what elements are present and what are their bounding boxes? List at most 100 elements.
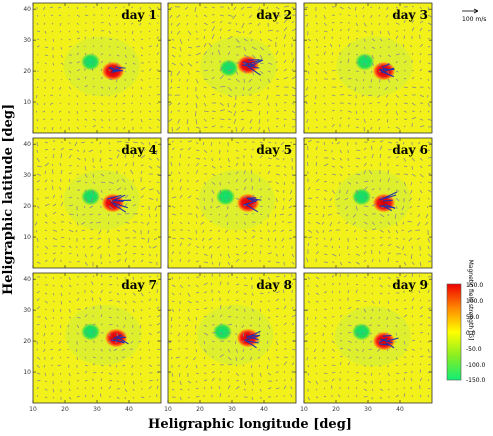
flow-vector: [123, 172, 126, 175]
flow-vector: [171, 380, 175, 383]
flow-vector: [417, 221, 421, 227]
flow-vector: [419, 118, 424, 121]
y-tick-label: 20: [23, 203, 31, 210]
flow-vector: [140, 276, 142, 279]
flow-vector: [146, 221, 150, 226]
flow-vector: [187, 195, 192, 199]
flow-vector: [315, 221, 321, 225]
flow-vector: [259, 213, 263, 215]
flow-vector: [76, 297, 80, 302]
flow-vector: [331, 307, 334, 310]
flow-vector: [211, 86, 217, 89]
flow-vector: [51, 324, 54, 327]
flow-vector: [315, 276, 320, 280]
flow-vector: [100, 37, 103, 40]
flow-vector: [427, 289, 430, 294]
flow-vector: [307, 38, 311, 42]
flow-vector: [305, 110, 309, 114]
flow-vector: [281, 237, 285, 242]
flow-vector: [370, 22, 373, 25]
flow-vector: [347, 315, 352, 318]
flow-vector: [219, 281, 222, 286]
flow-vector: [44, 38, 47, 41]
flow-vector: [210, 205, 213, 209]
flow-vector: [307, 292, 310, 296]
flow-vector: [156, 306, 160, 310]
flow-vector: [427, 205, 429, 209]
flow-vector: [36, 356, 41, 360]
flow-vector: [315, 178, 320, 183]
flow-vector: [168, 348, 173, 351]
flow-vector: [275, 125, 279, 128]
panel-axes: [303, 138, 432, 268]
flow-vector: [250, 276, 253, 281]
flow-vector: [178, 308, 181, 312]
flow-vector: [36, 253, 39, 256]
flow-vector: [395, 94, 400, 98]
flow-vector: [92, 124, 96, 128]
flow-vector: [411, 76, 415, 80]
flow-vector: [203, 165, 207, 167]
flow-vector: [306, 356, 309, 361]
flow-vector: [410, 386, 413, 390]
flow-vector: [407, 229, 413, 233]
flow-vector: [171, 140, 174, 143]
flow-vector: [275, 68, 278, 72]
flow-vector: [187, 221, 190, 225]
flow-vector: [315, 237, 318, 240]
flow-vector: [179, 154, 181, 159]
flow-vector: [378, 356, 381, 360]
flow-vector: [227, 395, 231, 398]
flow-vector: [108, 291, 112, 294]
flow-vector: [402, 141, 405, 145]
flow-vector: [36, 372, 41, 375]
flow-vector: [124, 308, 127, 311]
flow-vector: [108, 14, 111, 17]
y-tick-label: 20: [23, 338, 31, 345]
strong-flow-vector: [242, 64, 260, 69]
flow-vector: [203, 315, 207, 318]
flow-vector: [171, 308, 175, 313]
flow-vector: [68, 204, 74, 207]
flow-vector: [379, 54, 382, 58]
flow-vector: [36, 14, 39, 17]
panel-title: day 7: [121, 278, 157, 292]
flow-vector: [76, 221, 79, 226]
flow-vector: [395, 197, 400, 202]
flow-vector: [291, 58, 295, 64]
flow-vector: [76, 14, 80, 17]
flow-vector: [258, 348, 261, 352]
flow-vector: [249, 30, 253, 35]
flow-vector: [76, 316, 81, 319]
flow-vector: [267, 276, 271, 280]
flow-vector: [195, 162, 199, 167]
flow-vector: [377, 324, 381, 327]
flow-vector: [419, 157, 423, 161]
flow-vector: [347, 110, 352, 113]
flow-vector: [74, 141, 78, 147]
flow-vector: [395, 86, 397, 90]
flow-vector: [395, 102, 398, 106]
flow-vector: [84, 30, 87, 32]
flow-vector: [304, 94, 309, 98]
flow-vector: [241, 324, 245, 328]
flow-vector: [361, 94, 365, 97]
flow-vector: [187, 147, 191, 151]
strong-flow-vector: [246, 340, 259, 344]
flow-vector: [386, 110, 389, 114]
flow-vector: [227, 181, 230, 184]
flow-vector: [363, 396, 368, 398]
flow-vector: [379, 145, 383, 151]
flow-vector: [60, 147, 65, 151]
flow-vector: [304, 14, 309, 17]
flow-vector: [211, 261, 214, 265]
flow-vector: [81, 221, 86, 225]
flow-vector: [36, 173, 41, 176]
flow-vector: [411, 315, 414, 318]
flow-vector: [235, 22, 238, 26]
flow-vector: [331, 69, 336, 72]
flow-vector: [378, 308, 381, 312]
strong-flow-vector: [108, 66, 116, 72]
flow-vector: [52, 252, 56, 255]
flow-vector: [83, 205, 86, 209]
